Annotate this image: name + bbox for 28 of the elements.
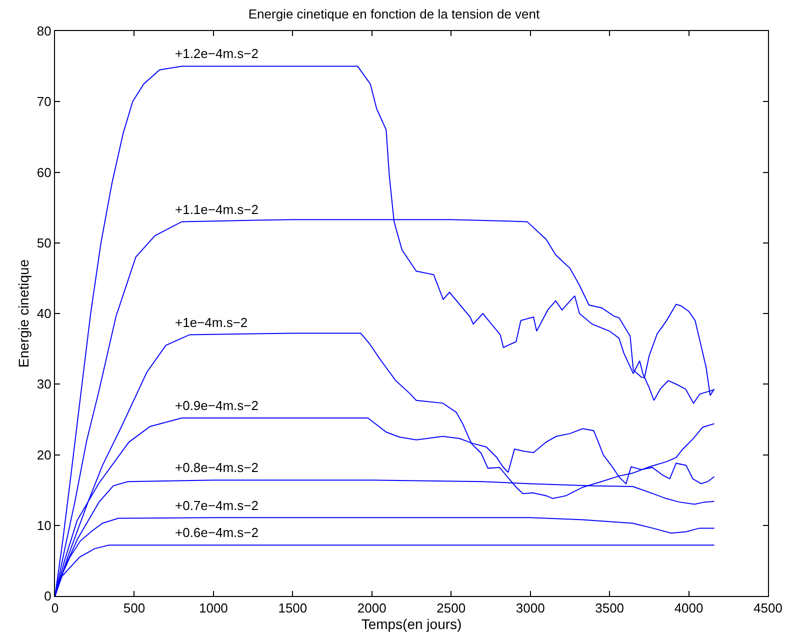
x-tick-label: 2500 [436,600,466,616]
x-tick-label: 4000 [674,600,704,616]
y-tick-label: 80 [36,24,52,39]
chart-title: Energie cinetique en fonction de la tension de vent [248,6,540,22]
series-label: +0.8e−4m.s−2 [175,460,258,475]
series-label: +0.9e−4m.s−2 [175,398,258,413]
y-tick-label: 0 [44,588,52,604]
y-tick-label: 30 [36,376,52,392]
x-tick-label: 3500 [595,600,624,616]
x-tick-label: 1000 [198,600,228,616]
series-label: +0.7e−4m.s−2 [175,498,258,513]
series-label: +0.6e−4m.s−2 [175,525,258,540]
series-label: +1.2e−4m.s−2 [175,46,258,61]
y-tick-label: 20 [36,447,52,462]
x-tick-label: 3000 [516,600,545,616]
y-tick-label: 50 [36,235,52,250]
x-tick-label: 2000 [357,600,386,616]
y-tick-label: 40 [36,306,52,322]
x-tick-label: 1500 [278,600,308,616]
series-label: +1e−4m.s−2 [175,315,248,330]
x-tick-label: 500 [123,600,146,616]
series-label: +1.1e−4m.s−2 [175,202,258,217]
y-tick-label: 10 [36,518,52,533]
x-tick-label: 4500 [754,600,782,616]
y-axis-title: Energie cinetique [16,259,32,368]
x-axis-title: Temps(en jours) [361,616,462,632]
y-tick-label: 60 [36,164,52,180]
y-tick-label: 70 [36,94,52,110]
